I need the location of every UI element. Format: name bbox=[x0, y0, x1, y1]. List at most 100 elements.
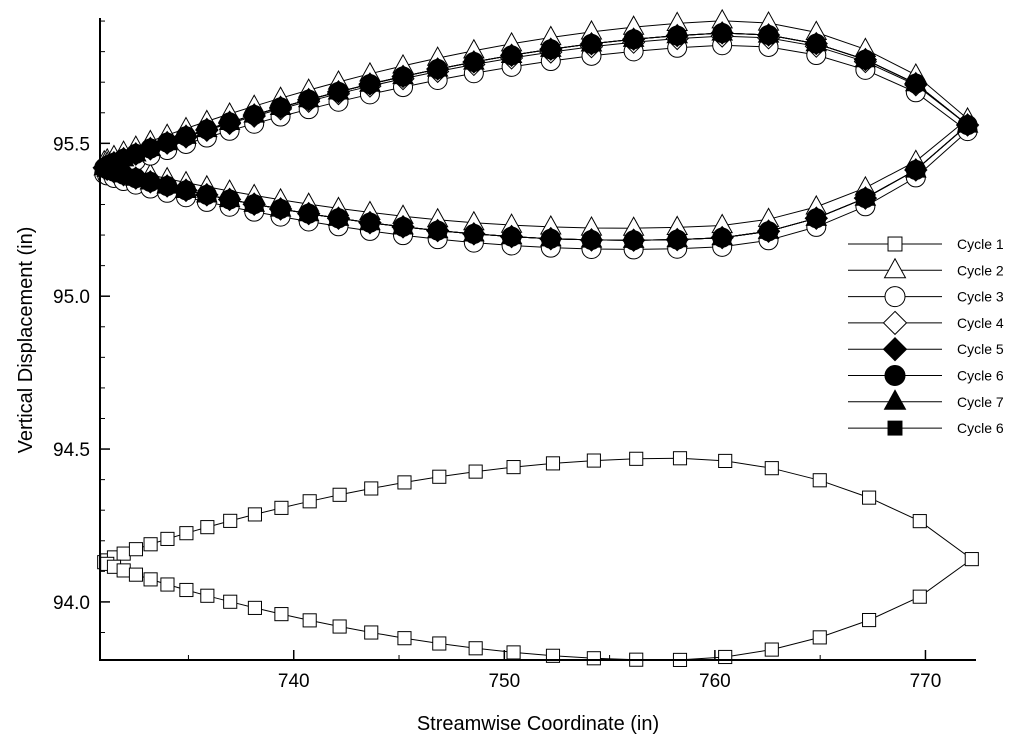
data-point bbox=[586, 453, 601, 468]
data-point bbox=[761, 27, 776, 43]
data-point bbox=[223, 513, 238, 528]
x-tick-label: 770 bbox=[910, 671, 942, 692]
data-point bbox=[468, 464, 483, 479]
data-point bbox=[672, 451, 688, 466]
data-point bbox=[332, 487, 347, 502]
data-point bbox=[764, 642, 779, 657]
data-point bbox=[160, 531, 175, 546]
legend-label: Cycle 1 bbox=[957, 236, 1004, 252]
legend-item: Cycle 7 bbox=[848, 389, 1004, 410]
y-tick-label: 94.0 bbox=[53, 593, 90, 614]
data-point bbox=[395, 69, 411, 84]
data-point bbox=[362, 215, 378, 230]
axis-layer: 740 750 760 770 94.0 94.5 95.0 95.5 bbox=[53, 20, 942, 692]
data-point bbox=[586, 651, 601, 666]
series-layer bbox=[92, 8, 980, 667]
y-tick-label: 95.0 bbox=[53, 287, 90, 308]
data-point bbox=[584, 232, 599, 248]
legend-label: Cycle 3 bbox=[957, 289, 1004, 305]
data-point bbox=[715, 230, 730, 245]
data-point bbox=[862, 490, 877, 505]
data-point bbox=[199, 187, 214, 202]
series-cycle-8 bbox=[97, 25, 975, 248]
data-point bbox=[912, 514, 927, 529]
data-point bbox=[397, 475, 412, 490]
data-point bbox=[178, 129, 194, 144]
data-point bbox=[670, 232, 685, 247]
data-point bbox=[364, 481, 379, 496]
legend-marker bbox=[883, 257, 907, 279]
legend-marker bbox=[887, 236, 903, 252]
data-point bbox=[715, 25, 730, 41]
legend: Cycle 1 Cycle 2 Cycle 3 Cycle 4 Cycle 5 Cycle… bbox=[848, 236, 1004, 436]
legend-item: Cycle 1 bbox=[848, 236, 1004, 252]
data-point bbox=[200, 520, 215, 535]
data-point bbox=[222, 115, 237, 130]
data-point bbox=[960, 117, 975, 133]
data-point bbox=[179, 526, 194, 541]
data-point bbox=[812, 473, 827, 488]
data-point bbox=[128, 171, 143, 186]
data-point bbox=[160, 178, 175, 194]
data-point bbox=[545, 456, 561, 471]
y-tick-label: 94.5 bbox=[53, 440, 90, 461]
data-point bbox=[809, 36, 824, 51]
data-point bbox=[626, 32, 641, 47]
data-point bbox=[247, 107, 262, 123]
legend-label: Cycle 5 bbox=[957, 341, 1004, 357]
series-line bbox=[103, 44, 969, 250]
data-point bbox=[222, 192, 237, 207]
data-point bbox=[128, 542, 144, 557]
data-point bbox=[466, 226, 481, 241]
data-point bbox=[397, 631, 412, 646]
legend-label: Cycle 6 bbox=[957, 368, 1004, 384]
data-point bbox=[430, 223, 445, 238]
series-cycle-1 bbox=[97, 451, 979, 667]
y-tick-label: 95.5 bbox=[53, 134, 90, 155]
data-point bbox=[160, 577, 175, 592]
data-point bbox=[466, 54, 481, 70]
data-point bbox=[858, 52, 873, 67]
data-point bbox=[506, 460, 521, 475]
legend-label: Cycle 4 bbox=[957, 315, 1004, 331]
data-point bbox=[543, 42, 558, 57]
data-point bbox=[274, 500, 289, 515]
data-point bbox=[143, 174, 158, 189]
data-point bbox=[430, 61, 445, 77]
legend-label: Cycle 6 bbox=[957, 420, 1004, 436]
data-point bbox=[364, 625, 379, 640]
data-point bbox=[331, 211, 346, 226]
data-point bbox=[116, 546, 131, 561]
data-point bbox=[964, 552, 979, 567]
data-point bbox=[543, 231, 558, 246]
legend-marker bbox=[883, 389, 907, 410]
data-point bbox=[199, 122, 214, 137]
data-point bbox=[362, 77, 378, 92]
data-point bbox=[764, 461, 779, 476]
legend-label: Cycle 7 bbox=[957, 394, 1004, 410]
data-point bbox=[247, 600, 262, 615]
legend-marker bbox=[884, 286, 906, 308]
data-point bbox=[116, 167, 131, 182]
legend-item: Cycle 5 bbox=[848, 336, 1004, 362]
data-point bbox=[116, 563, 131, 578]
data-point bbox=[302, 494, 317, 509]
data-point bbox=[504, 48, 519, 63]
data-point bbox=[468, 641, 483, 656]
data-point bbox=[858, 191, 873, 206]
legend-item: Cycle 6 bbox=[848, 420, 1004, 436]
data-point bbox=[247, 197, 262, 212]
data-point bbox=[128, 146, 143, 161]
data-point bbox=[128, 567, 144, 582]
data-point bbox=[332, 619, 347, 634]
data-point bbox=[273, 201, 288, 217]
data-point bbox=[718, 453, 733, 468]
data-point bbox=[812, 630, 827, 645]
data-point bbox=[504, 229, 519, 244]
x-axis-title: Streamwise Coordinate (in) bbox=[417, 713, 659, 735]
data-point bbox=[584, 36, 599, 51]
data-point bbox=[626, 233, 641, 248]
data-point bbox=[629, 451, 644, 466]
data-point bbox=[143, 141, 158, 156]
legend-marker bbox=[887, 420, 903, 436]
